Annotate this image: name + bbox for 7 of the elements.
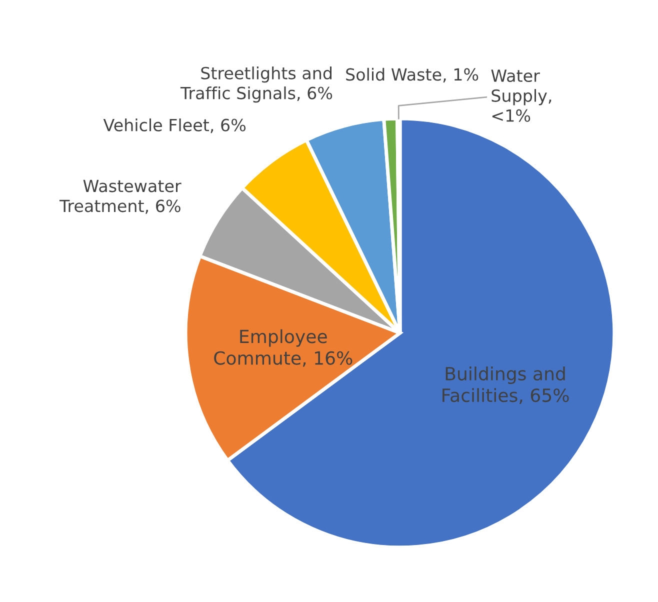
slice-label: Buildings and Facilities, 65%: [442, 366, 569, 404]
slice-label: Employee Commute, 16%: [214, 329, 352, 367]
slice-label: Wastewater Treatment, 6%: [59, 180, 182, 214]
slice-label: Streetlights and Traffic Signals, 6%: [180, 66, 332, 103]
slice-label: Water Supply, <1%: [491, 70, 552, 122]
slice-label: Solid Waste, 1%: [346, 68, 478, 82]
slice-label: Vehicle Fleet, 6%: [103, 118, 246, 134]
